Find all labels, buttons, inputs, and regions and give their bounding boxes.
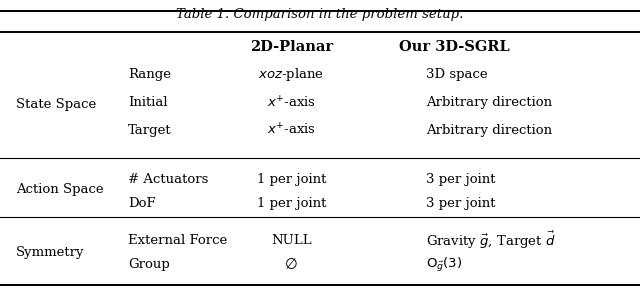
Text: Gravity $\vec{g}$, Target $\vec{d}$: Gravity $\vec{g}$, Target $\vec{d}$ [426, 230, 556, 251]
Text: Arbitrary direction: Arbitrary direction [426, 124, 552, 136]
Text: 3 per joint: 3 per joint [426, 197, 495, 210]
Text: Our 3D-SGRL: Our 3D-SGRL [399, 40, 510, 54]
Text: Arbitrary direction: Arbitrary direction [426, 96, 552, 109]
Text: Range: Range [128, 69, 171, 81]
Text: $\mathrm{O}_{\vec{g}}(3)$: $\mathrm{O}_{\vec{g}}(3)$ [426, 256, 462, 274]
Text: External Force: External Force [128, 234, 227, 247]
Text: 1 per joint: 1 per joint [257, 173, 326, 185]
Text: Table 1. Comparison in the problem setup.: Table 1. Comparison in the problem setup… [176, 8, 464, 21]
Text: Action Space: Action Space [16, 183, 104, 196]
Text: $xoz$-plane: $xoz$-plane [258, 66, 324, 84]
Text: Group: Group [128, 258, 170, 271]
Text: $x^{+}$-axis: $x^{+}$-axis [267, 95, 316, 110]
Text: DoF: DoF [128, 197, 156, 210]
Text: 3 per joint: 3 per joint [426, 173, 495, 185]
Text: 2D-Planar: 2D-Planar [250, 40, 333, 54]
Text: NULL: NULL [271, 234, 312, 247]
Text: Initial: Initial [128, 96, 168, 109]
Text: State Space: State Space [16, 98, 96, 110]
Text: 1 per joint: 1 per joint [257, 197, 326, 210]
Text: Target: Target [128, 124, 172, 136]
Text: 3D space: 3D space [426, 69, 487, 81]
Text: $x^{+}$-axis: $x^{+}$-axis [267, 122, 316, 138]
Text: # Actuators: # Actuators [128, 173, 209, 185]
Text: Symmetry: Symmetry [16, 246, 84, 259]
Text: $\emptyset$: $\emptyset$ [284, 257, 298, 272]
